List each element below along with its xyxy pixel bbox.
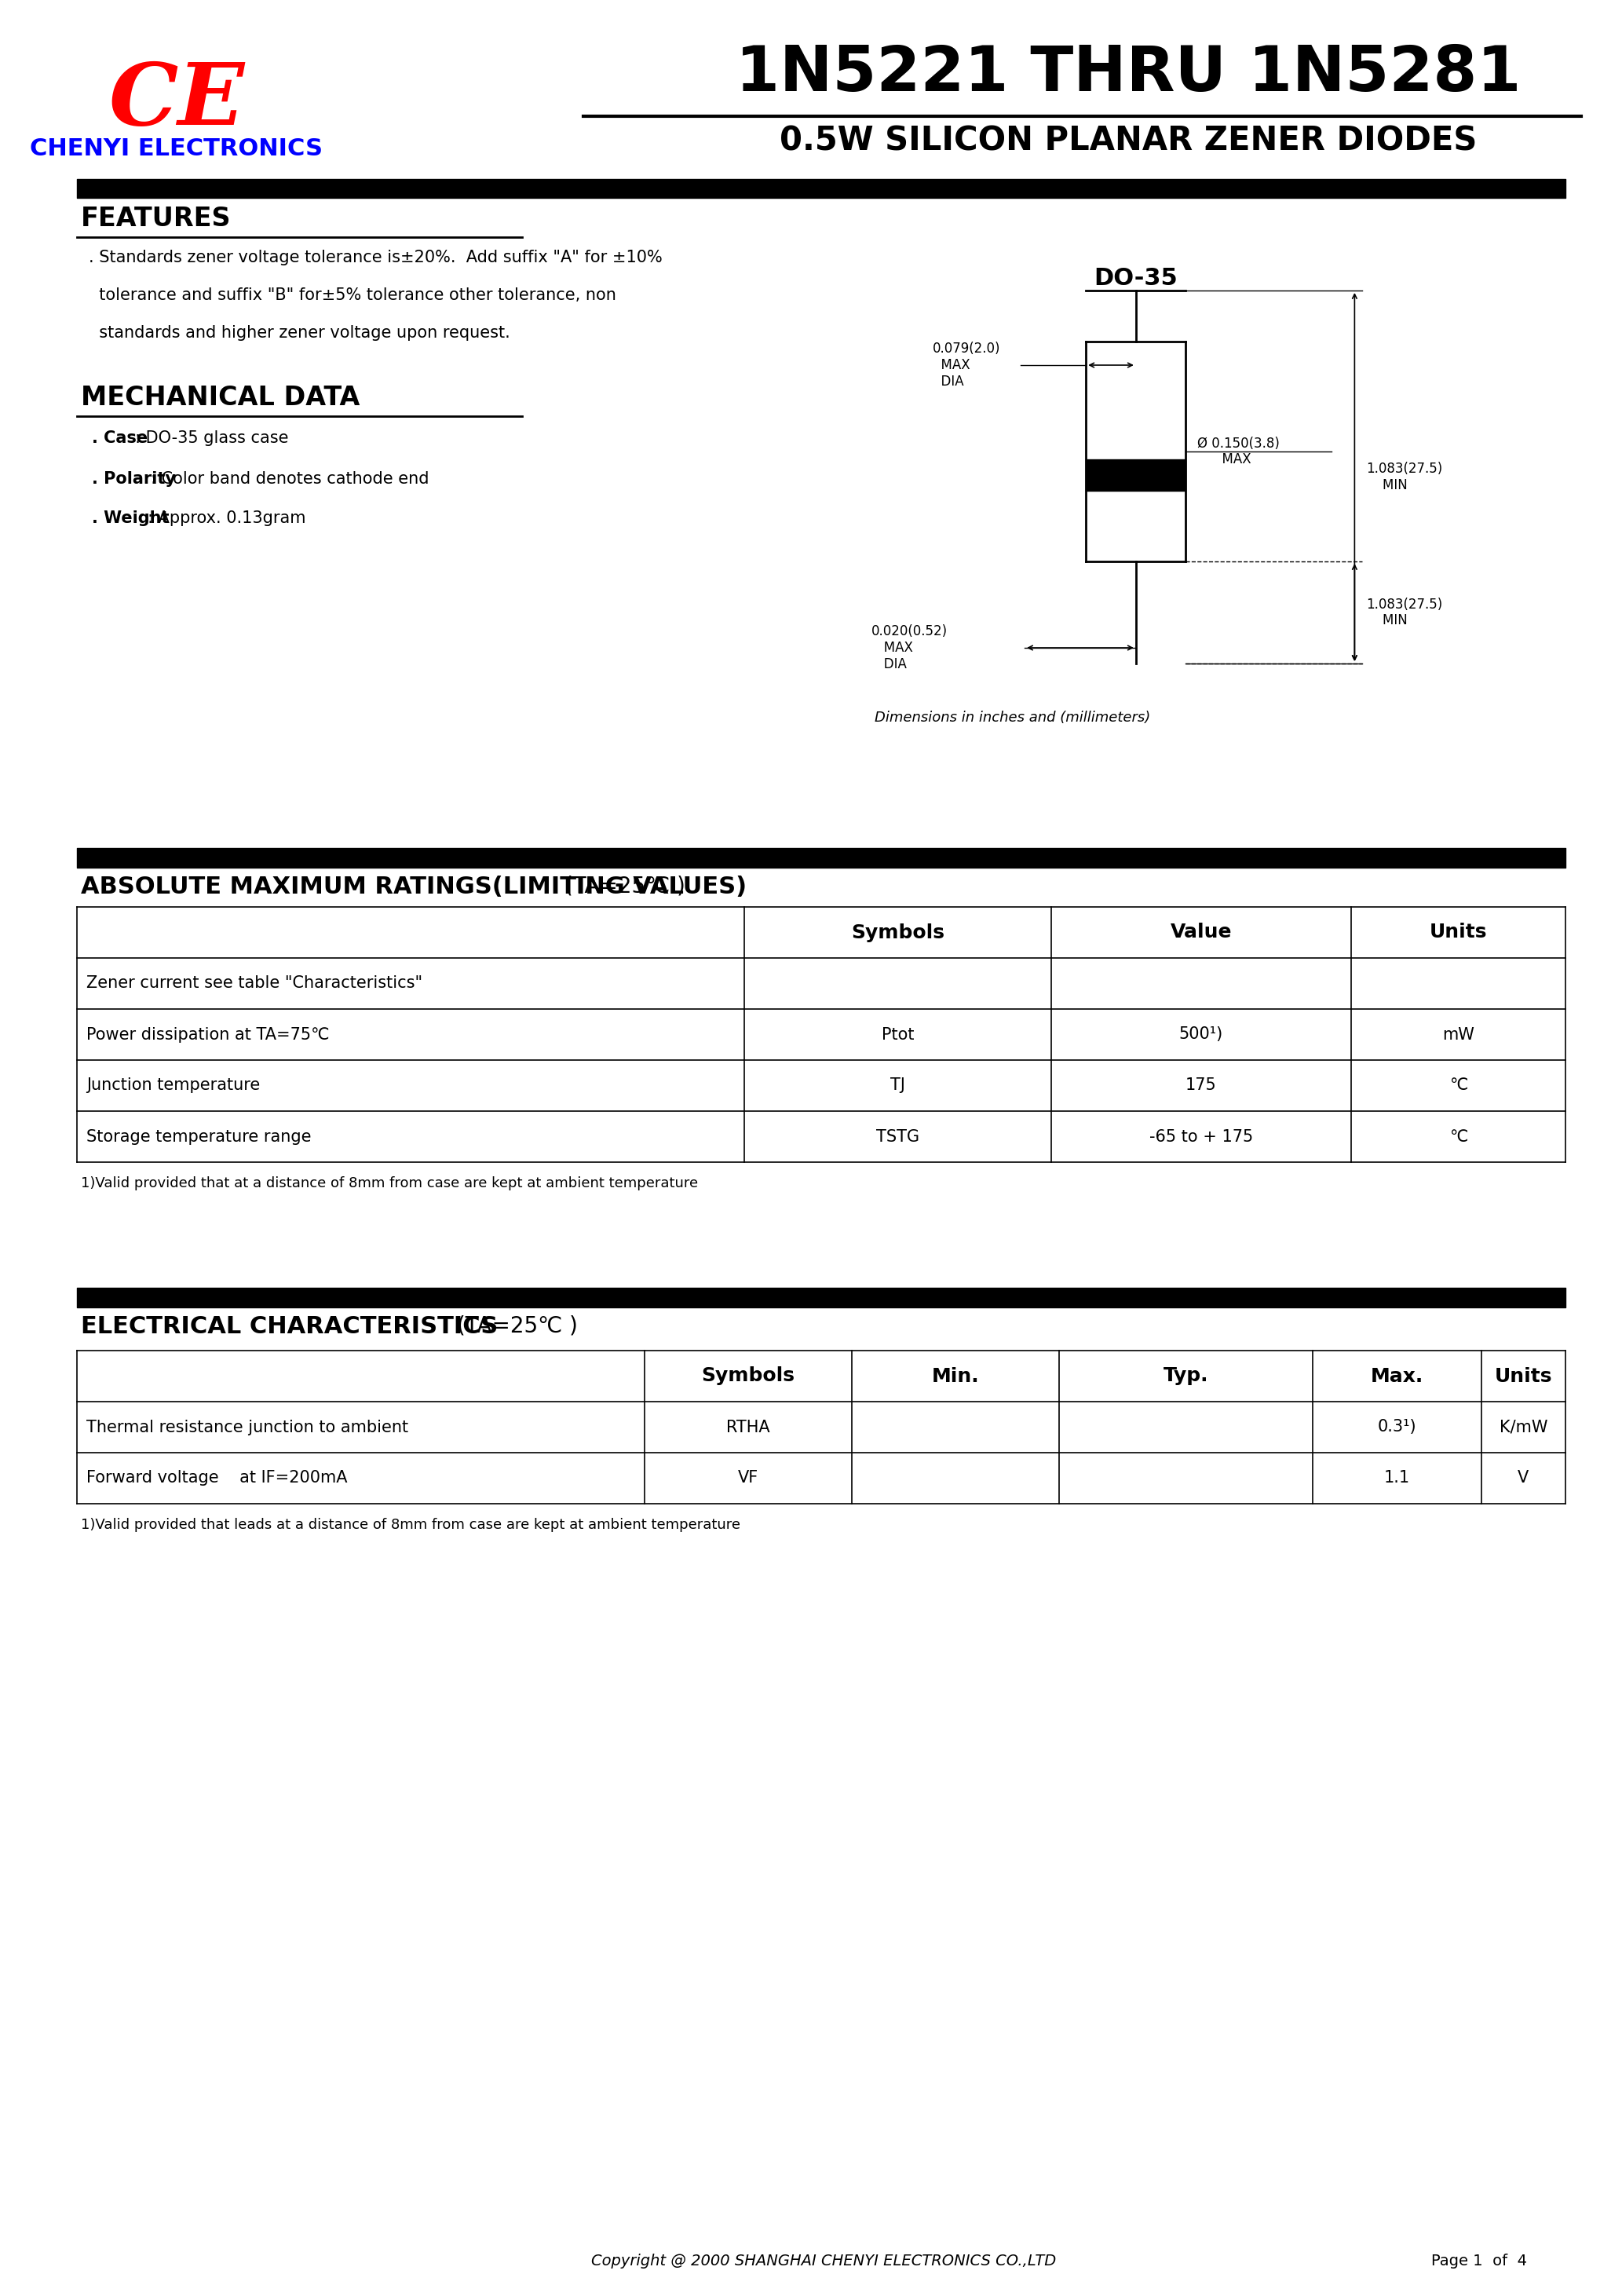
Text: Storage temperature range: Storage temperature range bbox=[86, 1130, 311, 1143]
Text: CE: CE bbox=[109, 60, 245, 142]
Text: ℃: ℃ bbox=[1448, 1130, 1468, 1143]
Text: standards and higher zener voltage upon request.: standards and higher zener voltage upon … bbox=[88, 326, 509, 340]
Text: ℃: ℃ bbox=[1448, 1077, 1468, 1093]
Text: Zener current see table "Characteristics": Zener current see table "Characteristics… bbox=[86, 976, 422, 992]
Text: mW: mW bbox=[1442, 1026, 1474, 1042]
Text: 1.1: 1.1 bbox=[1384, 1469, 1410, 1486]
Text: 0.3¹): 0.3¹) bbox=[1377, 1419, 1416, 1435]
Text: Value: Value bbox=[1171, 923, 1233, 941]
Text: MECHANICAL DATA: MECHANICAL DATA bbox=[81, 386, 360, 411]
Text: Typ.: Typ. bbox=[1163, 1366, 1208, 1384]
Text: 1.083(27.5)
    MIN: 1.083(27.5) MIN bbox=[1366, 461, 1442, 491]
Text: . Standards zener voltage tolerance is±20%.  Add suffix "A" for ±10%: . Standards zener voltage tolerance is±2… bbox=[88, 250, 662, 266]
Text: RTHA: RTHA bbox=[727, 1419, 770, 1435]
Text: : Color band denotes cathode end: : Color band denotes cathode end bbox=[151, 471, 428, 487]
Text: 175: 175 bbox=[1186, 1077, 1216, 1093]
Text: 0.079(2.0)
  MAX
  DIA: 0.079(2.0) MAX DIA bbox=[933, 342, 1001, 388]
Text: 0.020(0.52)
   MAX
   DIA: 0.020(0.52) MAX DIA bbox=[871, 625, 947, 670]
Text: Power dissipation at TA=75℃: Power dissipation at TA=75℃ bbox=[86, 1026, 329, 1042]
Text: 500¹): 500¹) bbox=[1179, 1026, 1223, 1042]
Text: 1.083(27.5)
    MIN: 1.083(27.5) MIN bbox=[1366, 597, 1442, 627]
Text: Units: Units bbox=[1494, 1366, 1552, 1384]
Text: Dimensions in inches and (millimeters): Dimensions in inches and (millimeters) bbox=[874, 712, 1150, 726]
Text: Ptot: Ptot bbox=[882, 1026, 915, 1042]
Text: FEATURES: FEATURES bbox=[81, 207, 230, 232]
Text: (TA=25℃ ): (TA=25℃ ) bbox=[457, 1316, 577, 1336]
Text: Symbols: Symbols bbox=[702, 1366, 795, 1384]
Text: Copyright @ 2000 SHANGHAI CHENYI ELECTRONICS CO.,LTD: Copyright @ 2000 SHANGHAI CHENYI ELECTRO… bbox=[590, 2255, 1056, 2268]
Text: tolerance and suffix "B" for±5% tolerance other tolerance, non: tolerance and suffix "B" for±5% toleranc… bbox=[88, 287, 616, 303]
Text: CHENYI ELECTRONICS: CHENYI ELECTRONICS bbox=[31, 138, 323, 161]
Text: : Approx. 0.13gram: : Approx. 0.13gram bbox=[148, 510, 305, 526]
Text: Min.: Min. bbox=[931, 1366, 980, 1384]
Text: Forward voltage    at IF=200mA: Forward voltage at IF=200mA bbox=[86, 1469, 347, 1486]
Text: ABSOLUTE MAXIMUM RATINGS(LIMITING VALUES): ABSOLUTE MAXIMUM RATINGS(LIMITING VALUES… bbox=[81, 875, 746, 898]
Text: 1)Valid provided that at a distance of 8mm from case are kept at ambient tempera: 1)Valid provided that at a distance of 8… bbox=[81, 1176, 697, 1189]
Text: 1)Valid provided that leads at a distance of 8mm from case are kept at ambient t: 1)Valid provided that leads at a distanc… bbox=[81, 1518, 740, 1531]
Text: (TA=25℃ ): (TA=25℃ ) bbox=[564, 875, 684, 898]
Text: Thermal resistance junction to ambient: Thermal resistance junction to ambient bbox=[86, 1419, 409, 1435]
Text: Max.: Max. bbox=[1371, 1366, 1422, 1384]
Text: V: V bbox=[1518, 1469, 1530, 1486]
Text: -65 to + 175: -65 to + 175 bbox=[1150, 1130, 1254, 1143]
Text: TJ: TJ bbox=[890, 1077, 905, 1093]
Text: . Case: . Case bbox=[92, 429, 148, 445]
Text: Page 1  of  4: Page 1 of 4 bbox=[1432, 2255, 1528, 2268]
Text: VF: VF bbox=[738, 1469, 759, 1486]
Text: 1N5221 THRU 1N5281: 1N5221 THRU 1N5281 bbox=[735, 44, 1521, 103]
Text: Ø 0.150(3.8)
      MAX: Ø 0.150(3.8) MAX bbox=[1197, 436, 1280, 466]
Text: . Polarity: . Polarity bbox=[92, 471, 177, 487]
Text: : DO-35 glass case: : DO-35 glass case bbox=[135, 429, 289, 445]
Text: DO-35: DO-35 bbox=[1093, 266, 1178, 289]
Text: Units: Units bbox=[1429, 923, 1487, 941]
Text: Junction temperature: Junction temperature bbox=[86, 1077, 260, 1093]
Text: K/mW: K/mW bbox=[1499, 1419, 1547, 1435]
Text: 0.5W SILICON PLANAR ZENER DIODES: 0.5W SILICON PLANAR ZENER DIODES bbox=[780, 124, 1478, 156]
Text: ELECTRICAL CHARACTERISTICS: ELECTRICAL CHARACTERISTICS bbox=[81, 1316, 498, 1339]
Text: . Weight: . Weight bbox=[92, 510, 170, 526]
Text: Symbols: Symbols bbox=[852, 923, 944, 941]
Text: TSTG: TSTG bbox=[876, 1130, 920, 1143]
